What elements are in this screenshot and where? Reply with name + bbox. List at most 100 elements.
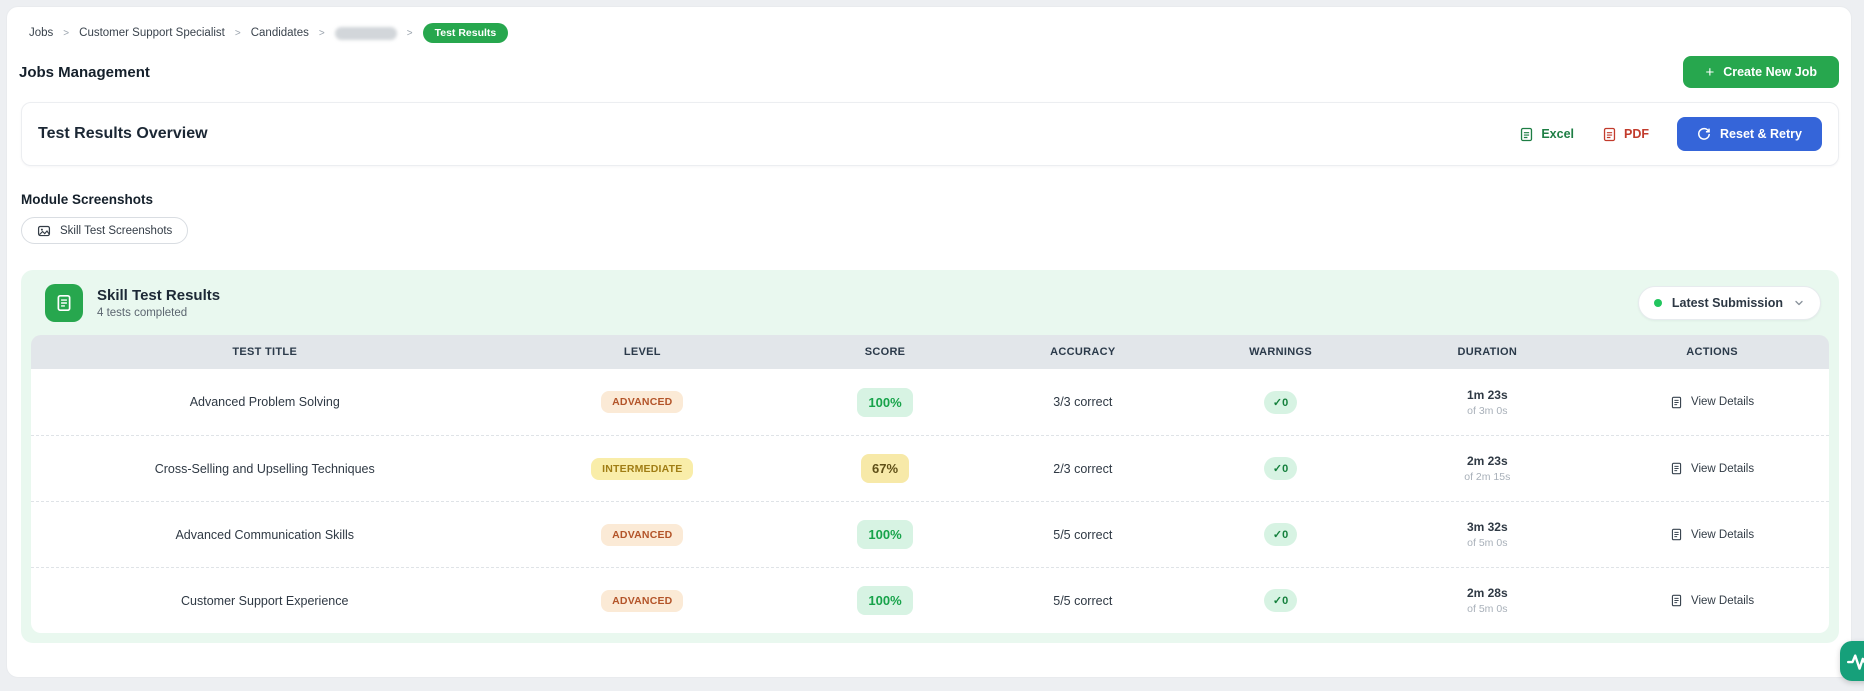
test-title-cell: Advanced Problem Solving [189, 395, 340, 409]
view-details-label: View Details [1691, 528, 1755, 541]
main-content-panel: Jobs > Customer Support Specialist > Can… [6, 6, 1852, 678]
export-excel-link[interactable]: Excel [1519, 127, 1574, 142]
submission-filter-value: Latest Submission [1671, 296, 1783, 310]
warnings-badge: ✓0 [1263, 523, 1298, 546]
breadcrumb-jobs[interactable]: Jobs [29, 27, 54, 39]
actions-cell: View Details [1595, 436, 1829, 501]
duration-value: 3m 32s [1466, 520, 1508, 534]
document-icon [1670, 594, 1683, 607]
skill-test-results-card: Skill Test Results 4 tests completed Lat… [21, 270, 1839, 643]
chevron-down-icon [1793, 297, 1805, 309]
level-cell: ADVANCED [498, 502, 786, 567]
test-results-overview-card: Test Results Overview Excel PDF Reset & … [21, 102, 1839, 166]
accuracy-cell: 2/3 correct [1053, 461, 1113, 476]
create-new-job-button[interactable]: + Create New Job [1683, 56, 1839, 88]
view-details-link[interactable]: View Details [1670, 528, 1754, 541]
score-badge: 67% [861, 454, 910, 483]
breadcrumb-test-results-badge: Test Results [422, 23, 509, 43]
reset-retry-label: Reset & Retry [1720, 127, 1802, 141]
image-icon [37, 224, 51, 238]
column-header-level: LEVEL [623, 346, 661, 358]
level-badge: ADVANCED [601, 589, 684, 612]
duration-value: 2m 28s [1466, 586, 1508, 600]
breadcrumb-separator: > [406, 27, 413, 39]
table-header-row: TEST TITLE LEVEL SCORE ACCURACY WARNINGS… [31, 335, 1829, 369]
pulse-icon [1846, 648, 1864, 674]
column-header-actions: ACTIONS [1686, 346, 1738, 358]
breadcrumb-candidate-name-redacted[interactable] [334, 26, 397, 40]
duration-value: 1m 23s [1466, 387, 1508, 402]
breadcrumb: Jobs > Customer Support Specialist > Can… [15, 17, 1843, 43]
score-cell: 100% [786, 568, 984, 633]
create-new-job-label: Create New Job [1723, 65, 1817, 79]
warnings-cell: ✓0 [1182, 568, 1380, 633]
export-pdf-link[interactable]: PDF [1602, 127, 1649, 142]
level-cell: INTERMEDIATE [498, 436, 786, 501]
level-badge: INTERMEDIATE [591, 457, 694, 480]
excel-label: Excel [1541, 127, 1575, 141]
duration-limit: of 2m 15s [1464, 471, 1511, 483]
skill-test-screenshots-button[interactable]: Skill Test Screenshots [21, 217, 189, 244]
duration-cell: 2m 23s of 2m 15s [1379, 436, 1595, 501]
warnings-cell: ✓0 [1182, 436, 1380, 501]
document-icon [1670, 396, 1683, 409]
level-badge: ADVANCED [601, 391, 684, 413]
column-header-accuracy: ACCURACY [1050, 346, 1116, 358]
duration-limit: of 3m 0s [1467, 404, 1508, 417]
actions-cell: View Details [1595, 568, 1829, 633]
activity-monitor-widget[interactable] [1840, 641, 1864, 681]
refresh-icon [1697, 127, 1711, 141]
warnings-badge: ✓0 [1263, 390, 1298, 414]
skill-card-header: Skill Test Results 4 tests completed Lat… [31, 283, 1829, 335]
score-badge: 100% [857, 387, 913, 417]
accuracy-cell: 5/5 correct [1053, 593, 1113, 608]
overview-actions: Excel PDF Reset & Retry [1519, 117, 1822, 151]
accuracy-cell: 3/3 correct [1053, 395, 1113, 409]
actions-cell: View Details [1595, 502, 1829, 567]
column-header-score: SCORE [864, 346, 906, 358]
actions-cell: View Details [1595, 369, 1829, 435]
duration-limit: of 5m 0s [1467, 537, 1508, 549]
level-cell: ADVANCED [498, 369, 786, 435]
page-title: Jobs Management [19, 63, 150, 81]
reset-retry-button[interactable]: Reset & Retry [1677, 117, 1822, 151]
document-icon [1670, 462, 1683, 475]
column-header-duration: DURATION [1457, 346, 1518, 358]
score-cell: 100% [786, 502, 984, 567]
warnings-badge: ✓0 [1263, 589, 1298, 612]
green-dot-icon [1653, 299, 1662, 307]
breadcrumb-job-title[interactable]: Customer Support Specialist [79, 27, 225, 39]
view-details-link[interactable]: View Details [1670, 594, 1754, 607]
duration-cell: 2m 28s of 5m 0s [1379, 568, 1595, 633]
results-table: TEST TITLE LEVEL SCORE ACCURACY WARNINGS… [31, 335, 1829, 633]
breadcrumb-separator: > [234, 27, 241, 39]
score-badge: 100% [857, 586, 913, 615]
skill-results-title: Skill Test Results [97, 287, 221, 304]
table-row: Customer Support Experience ADVANCED 100… [31, 567, 1829, 633]
page-header: Jobs Management + Create New Job [15, 43, 1843, 88]
view-details-link[interactable]: View Details [1670, 396, 1754, 409]
view-details-link[interactable]: View Details [1670, 462, 1754, 475]
accuracy-cell: 5/5 correct [1053, 527, 1113, 542]
document-icon [1670, 528, 1683, 541]
test-title-cell: Customer Support Experience [181, 593, 349, 608]
duration-cell: 3m 32s of 5m 0s [1379, 502, 1595, 567]
column-header-test-title: TEST TITLE [232, 346, 298, 358]
breadcrumb-candidates[interactable]: Candidates [250, 27, 309, 39]
score-badge: 100% [857, 520, 913, 549]
excel-file-icon [1519, 127, 1534, 142]
overview-title: Test Results Overview [38, 125, 208, 142]
table-row: Advanced Communication Skills ADVANCED 1… [31, 501, 1829, 567]
plus-icon: + [1705, 63, 1715, 81]
pdf-file-icon [1602, 127, 1617, 142]
submission-filter-dropdown[interactable]: Latest Submission [1637, 286, 1821, 320]
module-screenshots-title: Module Screenshots [21, 192, 154, 207]
pdf-label: PDF [1624, 127, 1650, 141]
level-badge: ADVANCED [601, 523, 684, 546]
test-title-cell: Advanced Communication Skills [175, 527, 355, 542]
table-row: Cross-Selling and Upselling Techniques I… [31, 435, 1829, 501]
score-cell: 67% [786, 436, 984, 501]
skill-test-screenshots-label: Skill Test Screenshots [60, 224, 173, 237]
skill-results-subtitle: 4 tests completed [97, 307, 188, 319]
warnings-cell: ✓0 [1182, 502, 1380, 567]
